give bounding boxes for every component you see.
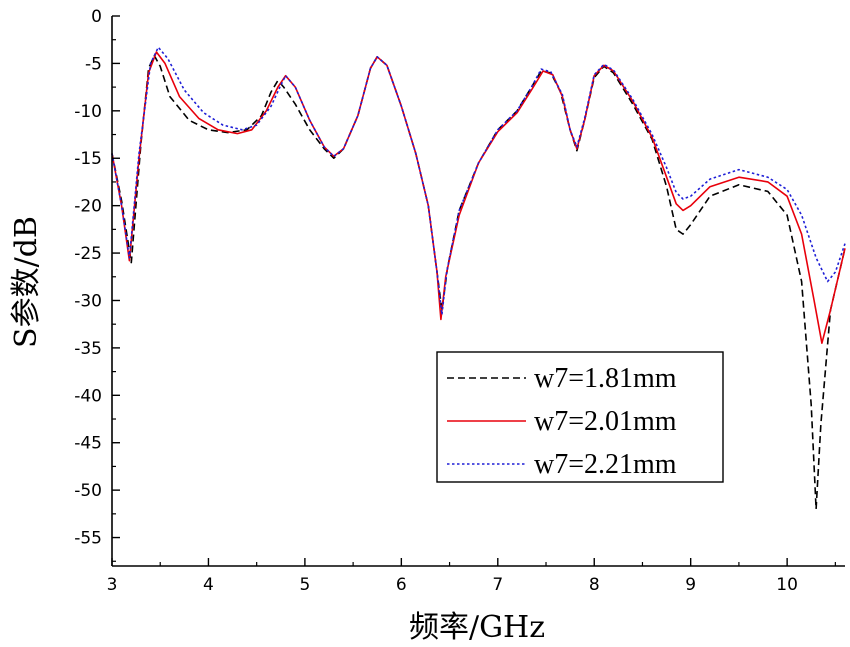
legend-label: w7=2.01mm xyxy=(534,406,677,437)
y-tick-label: -35 xyxy=(74,339,102,359)
y-tick-label: -15 xyxy=(74,149,102,169)
y-tick-label: -55 xyxy=(74,529,102,549)
legend: w7=1.81mm w7=2.01mm w7=2.21mm xyxy=(436,351,724,483)
x-tick-label: 9 xyxy=(685,575,696,595)
y-tick-label: -50 xyxy=(74,481,102,501)
y-tick-label: 0 xyxy=(91,7,102,27)
y-tick-label: -40 xyxy=(74,386,102,406)
y-tick-label: -25 xyxy=(74,244,102,264)
legend-box xyxy=(436,351,724,483)
legend-label: w7=1.81mm xyxy=(534,363,677,394)
x-tick-label: 6 xyxy=(396,575,407,595)
y-axis-title: S参数/dB xyxy=(9,216,44,348)
x-axis-title: 频率/GHz xyxy=(409,610,545,645)
plot-area xyxy=(111,46,846,510)
y-tick-label: -30 xyxy=(74,291,102,311)
axes-layer: 3 4 5 6 7 8 9 10 0 -5 -10 -15 -20 -25 -30 -35 -40 -45 -50 -… xyxy=(74,7,845,595)
series-line xyxy=(111,46,846,316)
x-tick-label: 10 xyxy=(776,575,798,595)
y-tick-label: -5 xyxy=(85,54,102,74)
x-tick-label: 5 xyxy=(299,575,310,595)
x-tick-label: 4 xyxy=(203,575,214,595)
x-tick-label: 7 xyxy=(492,575,503,595)
series-line xyxy=(111,51,846,345)
y-tick-label: -45 xyxy=(74,434,102,454)
x-tick-label: 8 xyxy=(589,575,600,595)
x-tick-label: 3 xyxy=(107,575,118,595)
legend-label: w7=2.21mm xyxy=(534,449,677,480)
y-tick-label: -10 xyxy=(74,102,102,122)
y-tick-label: -20 xyxy=(74,197,102,217)
